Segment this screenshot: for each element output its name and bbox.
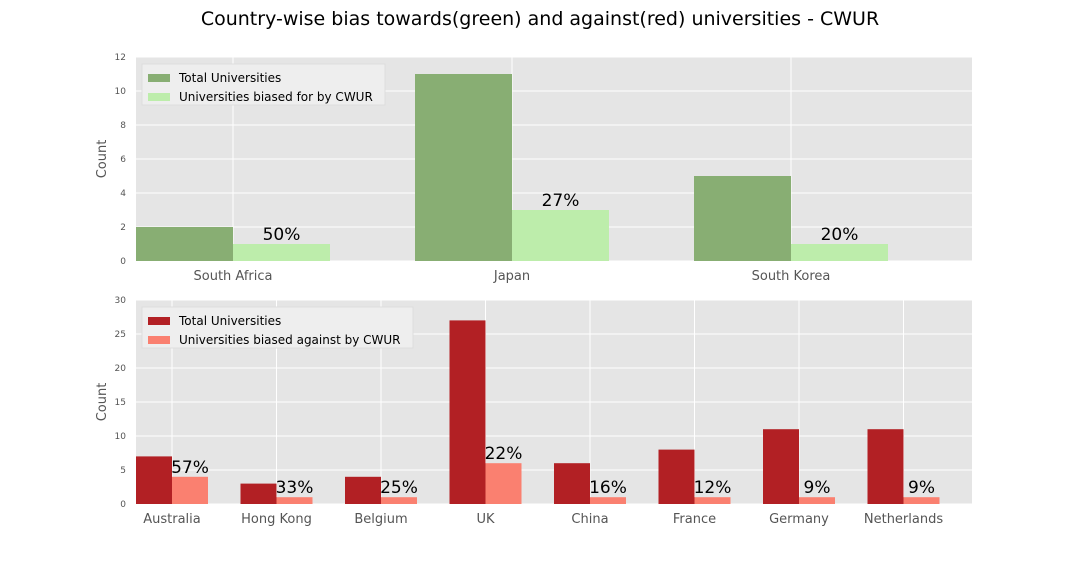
- bar: [449, 320, 486, 504]
- x-tick-label: Hong Kong: [241, 512, 312, 527]
- bar: [345, 476, 381, 504]
- bar: [381, 497, 417, 504]
- bar-data-label: 25%: [380, 478, 418, 498]
- bar-data-label: 9%: [908, 478, 935, 498]
- bar: [903, 497, 940, 504]
- y-tick-label: 0: [120, 500, 126, 510]
- legend: Total Universities Universities biased fo…: [141, 63, 386, 106]
- x-tick-label: Netherlands: [864, 512, 943, 527]
- bar-data-label: 12%: [694, 478, 732, 498]
- legend-swatch: [148, 317, 170, 325]
- bar-data-label: 16%: [589, 478, 627, 498]
- bar: [658, 449, 695, 504]
- x-tick-label: South Africa: [194, 269, 273, 284]
- x-tick-label: UK: [476, 512, 495, 527]
- y-tick-label: 4: [120, 189, 126, 199]
- bar: [694, 497, 731, 504]
- chart-1: 0 2 4 6 8 10 12 50% 27% 20% South Africa Japan South…: [95, 53, 972, 284]
- legend-label: Universities biased for by CWUR: [179, 90, 373, 104]
- chart-2: 0 5 10 15 20 25 30 57% 33% 25% 22% 16% 12% 9% 9% Austra…: [95, 296, 972, 527]
- bar-data-label: 50%: [263, 225, 301, 245]
- x-tick-label: Germany: [769, 512, 829, 527]
- bar: [694, 176, 791, 261]
- bar: [136, 456, 172, 504]
- y-tick-label: 12: [115, 53, 126, 63]
- bar: [763, 429, 799, 504]
- bar: [554, 463, 590, 504]
- bar: [867, 429, 904, 504]
- x-tick-label: China: [571, 512, 608, 527]
- y-tick-label: 10: [115, 432, 127, 442]
- legend-swatch: [148, 93, 170, 101]
- bar-data-label: 27%: [542, 191, 580, 211]
- bar-data-label: 20%: [821, 225, 859, 245]
- bar: [512, 210, 609, 261]
- y-tick-label: 15: [115, 398, 126, 408]
- legend-label: Total Universities: [178, 314, 281, 328]
- bar: [485, 463, 522, 504]
- y-tick-label: 20: [115, 364, 127, 374]
- y-tick-label: 0: [120, 257, 126, 267]
- legend: Total Universities Universities biased ag…: [141, 306, 414, 349]
- bar-data-label: 22%: [485, 444, 523, 464]
- legend-label: Total Universities: [178, 71, 281, 85]
- legend-swatch: [148, 74, 170, 82]
- bar: [172, 476, 208, 504]
- bar: [276, 497, 313, 504]
- x-tick-label: Japan: [493, 269, 530, 284]
- y-tick-label: 8: [120, 121, 126, 131]
- bar: [590, 497, 626, 504]
- bar-data-label: 9%: [804, 478, 831, 498]
- figure-title: Country-wise bias towards(green) and aga…: [200, 8, 880, 30]
- bar: [136, 227, 233, 261]
- y-tick-label: 25: [115, 330, 126, 340]
- y-tick-label: 10: [115, 87, 127, 97]
- bar: [799, 497, 835, 504]
- bar-data-label: 33%: [276, 478, 314, 498]
- x-tick-label: France: [673, 512, 716, 527]
- bar: [240, 483, 277, 504]
- bar: [233, 244, 330, 261]
- y-tick-label: 5: [120, 466, 126, 476]
- legend-box: [141, 306, 414, 349]
- y-tick-label: 6: [120, 155, 126, 165]
- y-tick-label: 30: [115, 296, 127, 306]
- y-tick-label: 2: [120, 223, 126, 233]
- bar: [791, 244, 888, 261]
- legend-swatch: [148, 336, 170, 344]
- legend-label: Universities biased against by CWUR: [179, 333, 401, 347]
- legend-box: [141, 63, 386, 106]
- y-axis-label: Count: [95, 140, 110, 179]
- y-axis-label: Count: [95, 383, 110, 422]
- bar: [415, 74, 512, 261]
- bar-data-label: 57%: [171, 458, 209, 478]
- x-tick-label: Australia: [143, 512, 201, 527]
- x-tick-label: Belgium: [354, 512, 407, 527]
- x-tick-label: South Korea: [752, 269, 831, 284]
